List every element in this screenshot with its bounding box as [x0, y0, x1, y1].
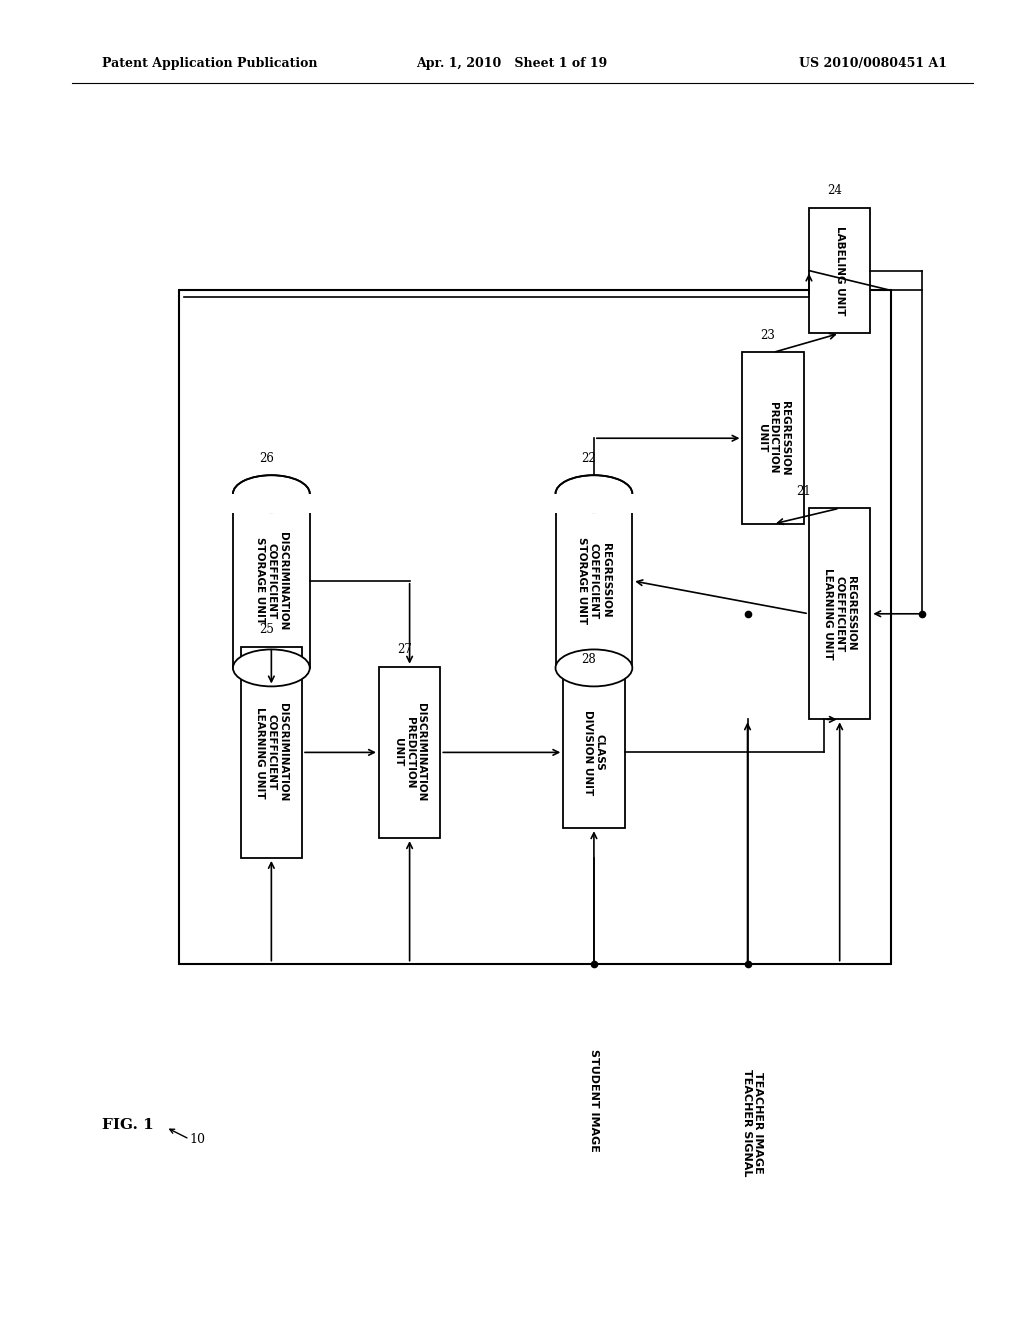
Text: 25: 25 [259, 623, 273, 636]
Text: FIG. 1: FIG. 1 [102, 1118, 155, 1131]
Text: CLASS
DIVISION UNIT: CLASS DIVISION UNIT [583, 710, 605, 795]
Text: Apr. 1, 2010   Sheet 1 of 19: Apr. 1, 2010 Sheet 1 of 19 [417, 57, 607, 70]
Text: 21: 21 [797, 484, 811, 498]
Text: 28: 28 [582, 653, 596, 667]
Text: 24: 24 [827, 185, 842, 197]
Text: REGRESSION
COEFFICIENT
STORAGE UNIT: REGRESSION COEFFICIENT STORAGE UNIT [578, 537, 610, 624]
Ellipse shape [233, 649, 309, 686]
Bar [179, 290, 891, 964]
Text: 26: 26 [259, 451, 273, 465]
Text: DISCRIMINATION
COEFFICIENT
STORAGE UNIT: DISCRIMINATION COEFFICIENT STORAGE UNIT [255, 532, 288, 630]
Text: LABELING UNIT: LABELING UNIT [835, 226, 845, 315]
Bar [563, 676, 625, 829]
Ellipse shape [555, 649, 632, 686]
Text: REGRESSION
COEFFICIENT
LEARNING UNIT: REGRESSION COEFFICIENT LEARNING UNIT [823, 568, 856, 660]
Text: US 2010/0080451 A1: US 2010/0080451 A1 [799, 57, 947, 70]
Bar [231, 494, 311, 513]
Bar [379, 667, 440, 838]
Bar [809, 508, 870, 719]
Text: REGRESSION
PREDICTION
UNIT: REGRESSION PREDICTION UNIT [757, 401, 790, 475]
Text: DISCRIMINATION
PREDICTION
UNIT: DISCRIMINATION PREDICTION UNIT [393, 704, 426, 801]
Bar [241, 647, 302, 858]
Text: 23: 23 [761, 329, 775, 342]
Text: STUDENT IMAGE: STUDENT IMAGE [589, 1049, 599, 1152]
Bar [553, 494, 634, 513]
Ellipse shape [555, 475, 632, 512]
Text: 22: 22 [582, 451, 596, 465]
Bar [742, 352, 804, 524]
Text: Patent Application Publication: Patent Application Publication [102, 57, 317, 70]
Text: DISCRIMINATION
COEFFICIENT
LEARNING UNIT: DISCRIMINATION COEFFICIENT LEARNING UNIT [255, 704, 288, 801]
Bar [809, 209, 870, 333]
Text: 10: 10 [189, 1133, 206, 1146]
Ellipse shape [233, 475, 309, 512]
Text: 27: 27 [397, 643, 412, 656]
Text: TEACHER IMAGE
TEACHER SIGNAL: TEACHER IMAGE TEACHER SIGNAL [741, 1069, 764, 1176]
